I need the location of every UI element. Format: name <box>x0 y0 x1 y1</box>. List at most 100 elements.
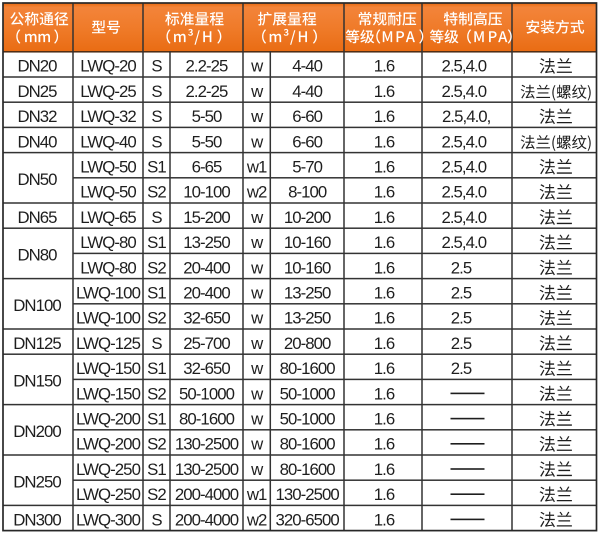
svg-text:DN25: DN25 <box>17 82 57 101</box>
svg-text:8-100: 8-100 <box>288 183 327 202</box>
svg-text:1.6: 1.6 <box>374 183 395 202</box>
svg-text:w2: w2 <box>246 183 267 202</box>
svg-text:2.5,4.0,: 2.5,4.0, <box>442 107 491 126</box>
svg-text:20-800: 20-800 <box>284 334 331 353</box>
svg-text:200-4000: 200-4000 <box>175 510 239 529</box>
svg-text:S: S <box>151 208 162 227</box>
svg-text:2.2-25: 2.2-25 <box>186 57 228 76</box>
svg-text:4-40: 4-40 <box>292 57 322 76</box>
svg-text:13-250: 13-250 <box>284 309 331 328</box>
svg-text:13-250: 13-250 <box>284 284 331 303</box>
svg-text:5-70: 5-70 <box>292 158 322 177</box>
svg-text:LWQ-80: LWQ-80 <box>80 258 136 277</box>
svg-text:32-650: 32-650 <box>183 309 230 328</box>
svg-text:LWQ-65: LWQ-65 <box>80 208 136 227</box>
svg-text:1.6: 1.6 <box>374 208 395 227</box>
svg-text:w: w <box>250 435 264 454</box>
svg-text:LWQ-25: LWQ-25 <box>80 82 136 101</box>
svg-text:2.5: 2.5 <box>451 334 472 353</box>
svg-text:S1: S1 <box>147 233 166 252</box>
svg-text:DN200: DN200 <box>13 422 61 441</box>
svg-text:LWQ-200: LWQ-200 <box>76 410 141 429</box>
svg-text:S2: S2 <box>147 258 166 277</box>
svg-text:6-65: 6-65 <box>192 158 222 177</box>
svg-text:LWQ-80: LWQ-80 <box>80 233 136 252</box>
svg-text:S2: S2 <box>147 485 166 504</box>
svg-text:S2: S2 <box>147 384 166 403</box>
svg-text:130-2500: 130-2500 <box>275 485 339 504</box>
svg-text:w: w <box>250 208 264 227</box>
svg-text:LWQ-20: LWQ-20 <box>80 57 136 76</box>
svg-text:2.5,4.0: 2.5,4.0 <box>441 183 486 202</box>
svg-text:DN100: DN100 <box>13 296 61 315</box>
svg-text:w: w <box>250 359 264 378</box>
svg-text:LWQ-32: LWQ-32 <box>80 107 136 126</box>
svg-text:1.6: 1.6 <box>374 384 395 403</box>
svg-text:S1: S1 <box>147 359 166 378</box>
svg-text:200-4000: 200-4000 <box>175 485 239 504</box>
svg-text:S1: S1 <box>147 284 166 303</box>
svg-text:25-700: 25-700 <box>183 334 230 353</box>
svg-text:10-200: 10-200 <box>284 208 331 227</box>
svg-text:1.6: 1.6 <box>374 334 395 353</box>
svg-text:LWQ-250: LWQ-250 <box>76 460 141 479</box>
svg-text:w: w <box>250 334 264 353</box>
svg-text:w: w <box>250 233 264 252</box>
svg-text:2.5: 2.5 <box>451 359 472 378</box>
svg-text:LWQ-150: LWQ-150 <box>76 359 141 378</box>
svg-text:LWQ-150: LWQ-150 <box>76 384 141 403</box>
svg-text:w: w <box>250 132 264 151</box>
svg-text:S: S <box>151 82 162 101</box>
svg-text:50-1000: 50-1000 <box>280 384 336 403</box>
svg-text:S: S <box>151 334 162 353</box>
svg-text:DN250: DN250 <box>13 473 61 492</box>
svg-text:1.6: 1.6 <box>374 132 395 151</box>
svg-text:50-1000: 50-1000 <box>179 384 235 403</box>
svg-text:w: w <box>250 284 264 303</box>
svg-text:2.5,4.0: 2.5,4.0 <box>441 208 486 227</box>
svg-text:1.6: 1.6 <box>374 233 395 252</box>
svg-text:DN65: DN65 <box>17 208 57 227</box>
svg-text:1.6: 1.6 <box>374 460 395 479</box>
svg-text:50-1000: 50-1000 <box>280 410 336 429</box>
svg-text:w: w <box>250 57 264 76</box>
svg-text:LWQ-100: LWQ-100 <box>76 309 141 328</box>
svg-text:w: w <box>250 107 264 126</box>
svg-text:S: S <box>151 57 162 76</box>
svg-text:LWQ-100: LWQ-100 <box>76 284 141 303</box>
svg-text:20-400: 20-400 <box>183 284 230 303</box>
svg-text:w2: w2 <box>246 510 267 529</box>
svg-text:130-2500: 130-2500 <box>175 460 239 479</box>
svg-text:2.5,4.0: 2.5,4.0 <box>441 158 486 177</box>
svg-text:DN20: DN20 <box>17 57 57 76</box>
svg-text:80-1600: 80-1600 <box>280 460 336 479</box>
svg-text:4-40: 4-40 <box>292 82 322 101</box>
svg-text:5-50: 5-50 <box>192 132 222 151</box>
svg-text:S1: S1 <box>147 410 166 429</box>
svg-text:w: w <box>250 258 264 277</box>
svg-text:1.6: 1.6 <box>374 485 395 504</box>
svg-text:1.6: 1.6 <box>374 284 395 303</box>
svg-text:80-1600: 80-1600 <box>280 359 336 378</box>
svg-text:1.6: 1.6 <box>374 309 395 328</box>
svg-text:w: w <box>250 384 264 403</box>
svg-text:LWQ-200: LWQ-200 <box>76 435 141 454</box>
svg-text:LWQ-125: LWQ-125 <box>76 334 141 353</box>
svg-text:2.5: 2.5 <box>451 258 472 277</box>
svg-text:w: w <box>250 82 264 101</box>
svg-text:LWQ-50: LWQ-50 <box>80 183 136 202</box>
svg-text:1.6: 1.6 <box>374 410 395 429</box>
svg-text:2.5,4.0: 2.5,4.0 <box>441 132 486 151</box>
svg-text:DN40: DN40 <box>17 132 57 151</box>
svg-text:130-2500: 130-2500 <box>175 435 239 454</box>
svg-text:1.6: 1.6 <box>374 158 395 177</box>
svg-text:2.5,4.0: 2.5,4.0 <box>441 57 486 76</box>
svg-text:80-1600: 80-1600 <box>280 435 336 454</box>
svg-text:32-650: 32-650 <box>183 359 230 378</box>
svg-text:5-50: 5-50 <box>192 107 222 126</box>
svg-text:LWQ-250: LWQ-250 <box>76 485 141 504</box>
svg-text:15-200: 15-200 <box>183 208 230 227</box>
svg-text:S1: S1 <box>147 460 166 479</box>
svg-text:w: w <box>250 460 264 479</box>
svg-text:S2: S2 <box>147 309 166 328</box>
